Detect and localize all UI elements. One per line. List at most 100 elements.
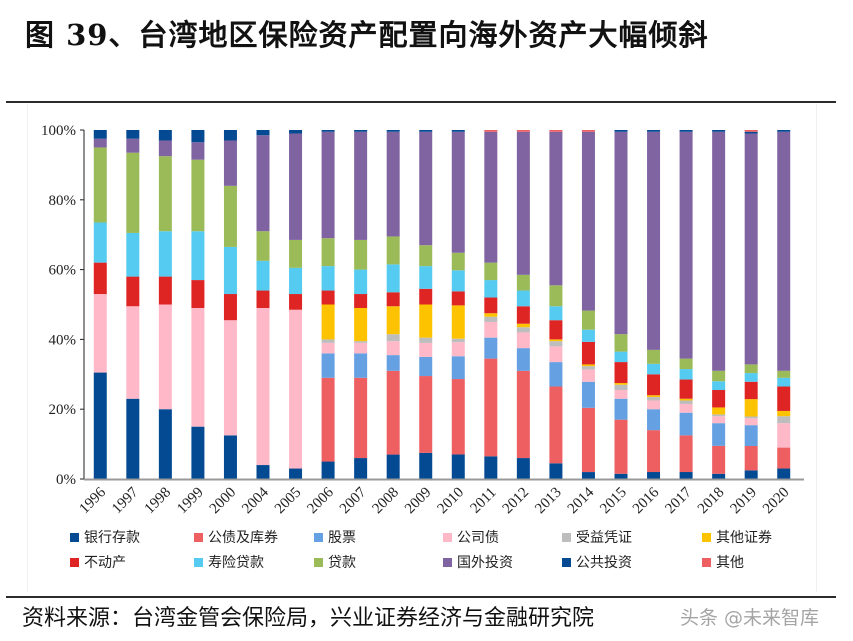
bar-segment <box>647 409 661 431</box>
x-axis: 1996 1997 1998 1999 2000 2004 2005 2006 2007 2008… <box>77 478 804 518</box>
bar-segment <box>419 452 433 479</box>
bar-segment <box>744 425 758 447</box>
bar-segment <box>451 338 465 343</box>
bar-segment <box>386 131 400 237</box>
bar-stack-1997 <box>126 130 140 479</box>
bar-segment <box>484 280 498 298</box>
bar-segment <box>581 381 595 408</box>
bar-segment <box>223 320 237 436</box>
bar-segment <box>614 398 628 420</box>
legend-item: 其他 <box>702 552 744 572</box>
x-tick-label: 2008 <box>369 485 402 518</box>
y-tick-label: 40% <box>49 332 77 348</box>
x-tick-label: 1996 <box>77 484 110 517</box>
x-tick-label: 2000 <box>207 485 240 518</box>
bar-segment <box>419 376 433 453</box>
bar-stack-2019 <box>744 130 758 479</box>
bar-segment <box>712 473 726 479</box>
bar-segment <box>647 363 661 375</box>
bar-segment <box>516 348 530 371</box>
bar-segment <box>158 304 172 410</box>
legend-swatch <box>194 532 203 542</box>
bar-segment <box>647 395 661 397</box>
x-tick-label: 2007 <box>337 484 370 517</box>
bar-segment <box>158 409 172 479</box>
bar-segment <box>256 260 270 291</box>
x-tick-label: 2020 <box>760 485 793 518</box>
legend-item: 公司债 <box>443 527 499 547</box>
legend-label: 不动产 <box>84 555 126 571</box>
legend-label: 公债及库券 <box>208 530 278 546</box>
bar-stack-1996 <box>93 130 107 479</box>
bar-segment <box>321 290 335 305</box>
bar-segment <box>484 131 498 263</box>
bar-segment <box>744 381 758 400</box>
bar-segment <box>777 131 791 371</box>
bar-stack-2011 <box>484 130 498 479</box>
bar-segment <box>191 159 205 232</box>
legend-swatch <box>562 532 571 542</box>
bar-segment <box>549 362 563 387</box>
bar-segment <box>451 454 465 479</box>
bar-segment <box>581 472 595 479</box>
bar-segment <box>744 364 758 374</box>
bar-segment <box>581 366 595 370</box>
bar-segment <box>354 130 368 132</box>
bar-segment <box>354 294 368 308</box>
bar-segment <box>419 288 433 305</box>
bar-segment <box>647 472 661 479</box>
bar-segment <box>256 130 270 136</box>
bar-segment <box>581 369 595 382</box>
bar-segment <box>93 294 107 373</box>
bar-segment <box>126 398 140 479</box>
bar-segment <box>289 309 303 469</box>
bar-segment <box>321 461 335 479</box>
bar-segment <box>516 274 530 291</box>
bar-segment <box>451 130 465 132</box>
bar-segment <box>256 231 270 261</box>
bar-segment <box>386 264 400 293</box>
bar-segment <box>712 130 726 132</box>
legend-item: 公共投资 <box>562 552 632 572</box>
bar-segment <box>354 269 368 295</box>
bar-segment <box>614 334 628 352</box>
bar-stack-2013 <box>549 130 563 479</box>
bar-segment <box>516 332 530 349</box>
bar-segment <box>744 373 758 382</box>
bar-segment <box>321 377 335 462</box>
x-tick-label: 2005 <box>272 485 305 518</box>
legend-swatch <box>70 532 79 542</box>
bar-segment <box>744 446 758 471</box>
bar-segment <box>516 458 530 479</box>
bar-segment <box>126 232 140 277</box>
legend-item: 国外投资 <box>443 552 513 572</box>
chart-frame <box>27 104 817 592</box>
bar-segment <box>223 140 237 186</box>
y-tick-label: 20% <box>49 402 77 418</box>
bar-segment <box>744 470 758 479</box>
bar-stack-2014 <box>581 130 595 479</box>
bar-segment <box>516 323 530 328</box>
bar-segment <box>386 355 400 371</box>
bar-segment <box>93 262 107 295</box>
bar-segment <box>549 463 563 479</box>
bar-stack-2015 <box>614 130 628 479</box>
bar-stack-2000 <box>223 130 237 480</box>
legend-swatch <box>70 557 79 567</box>
bar-segment <box>256 290 270 308</box>
bar-segment <box>777 468 791 479</box>
bar-segment <box>777 447 791 469</box>
bar-segment <box>419 342 433 357</box>
source-note: 资料来源：台湾金管会保险局，兴业证券经济与金融研究院 <box>22 606 595 631</box>
bar-segment <box>419 245 433 267</box>
bar-segment <box>516 130 530 132</box>
bar-segment <box>581 407 595 473</box>
bar-segment <box>647 400 661 410</box>
bar-segment <box>679 369 693 380</box>
legend-swatch <box>194 557 203 567</box>
bar-segment <box>614 419 628 474</box>
bar-segment <box>581 310 595 330</box>
bar-segment <box>126 130 140 139</box>
legend-swatch <box>562 557 571 567</box>
legend-swatch <box>314 532 323 542</box>
